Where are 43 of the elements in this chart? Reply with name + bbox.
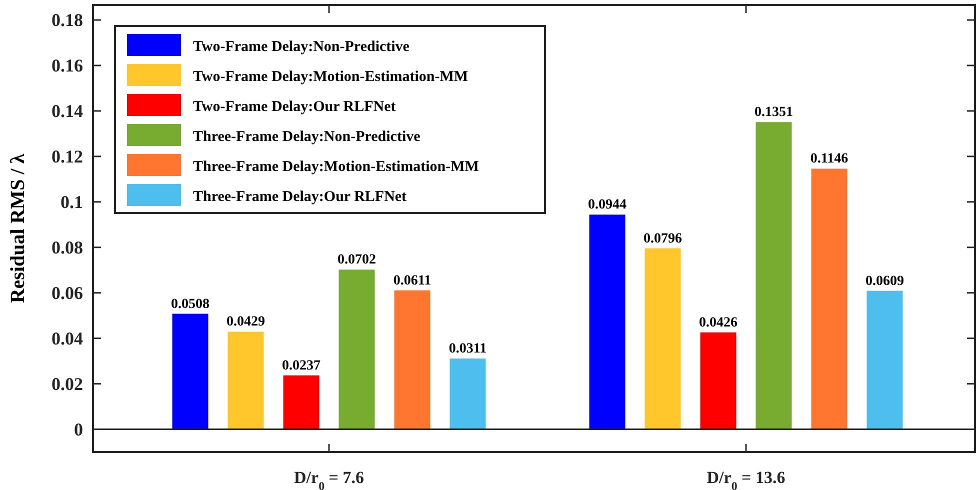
- data-label: 0.0508: [171, 296, 210, 312]
- y-tick-label: 0: [74, 419, 83, 440]
- y-tick-label: 0.1: [60, 192, 83, 212]
- legend-label: Two-Frame Delay:Our RLFNet: [193, 99, 396, 115]
- data-label: 0.1351: [754, 105, 793, 120]
- bar: [589, 214, 626, 430]
- bar: [338, 270, 375, 430]
- y-tick-label: 0.18: [52, 10, 83, 30]
- data-label: 0.1146: [810, 152, 848, 167]
- y-tick-label: 0.04: [52, 328, 83, 348]
- bar: [866, 290, 903, 430]
- bar: [756, 122, 792, 430]
- bar: [811, 168, 848, 430]
- legend-label: Three-Frame Delay:Our RLFNet: [193, 189, 407, 205]
- legend-label: Three-Frame Delay:Motion-Estimation-MM: [193, 159, 479, 175]
- bar: [228, 332, 264, 430]
- data-label: 0.0426: [699, 315, 738, 330]
- bar: [172, 314, 208, 430]
- data-label: 0.0429: [226, 314, 265, 330]
- y-tick-label: 0.16: [52, 55, 83, 76]
- y-tick-label: 0.14: [52, 100, 83, 121]
- legend-label: Three-Frame Delay:Non-Predictive: [193, 129, 421, 145]
- data-label: 0.0311: [448, 342, 487, 357]
- bar: [394, 290, 430, 430]
- y-tick-label: 0.08: [52, 237, 83, 258]
- y-tick-label: 0.12: [52, 146, 83, 166]
- legend-label: Two-Frame Delay:Non-Predictive: [193, 39, 410, 55]
- y-axis-title: Residual RMS / λ: [7, 154, 29, 304]
- data-label: 0.0237: [282, 358, 320, 374]
- bar: [283, 375, 320, 430]
- legend-label: Two-Frame Delay:Motion-Estimation-MM: [193, 69, 468, 85]
- x-tick-label: D/r$_{0}$ = 7.6: [294, 468, 364, 490]
- y-tick-label: 0.02: [52, 374, 83, 394]
- data-label: 0.0944: [588, 198, 626, 213]
- bar: [700, 332, 736, 430]
- y-tick-label: 0.06: [52, 282, 83, 303]
- bar: [644, 248, 681, 430]
- data-label: 0.0609: [866, 274, 904, 289]
- bar: [450, 358, 486, 430]
- data-label: 0.0611: [393, 273, 432, 288]
- data-label: 0.0796: [644, 231, 682, 246]
- x-tick-label: D/r$_{0}$ = 13.6: [706, 468, 786, 490]
- data-label: 0.0702: [338, 252, 376, 268]
